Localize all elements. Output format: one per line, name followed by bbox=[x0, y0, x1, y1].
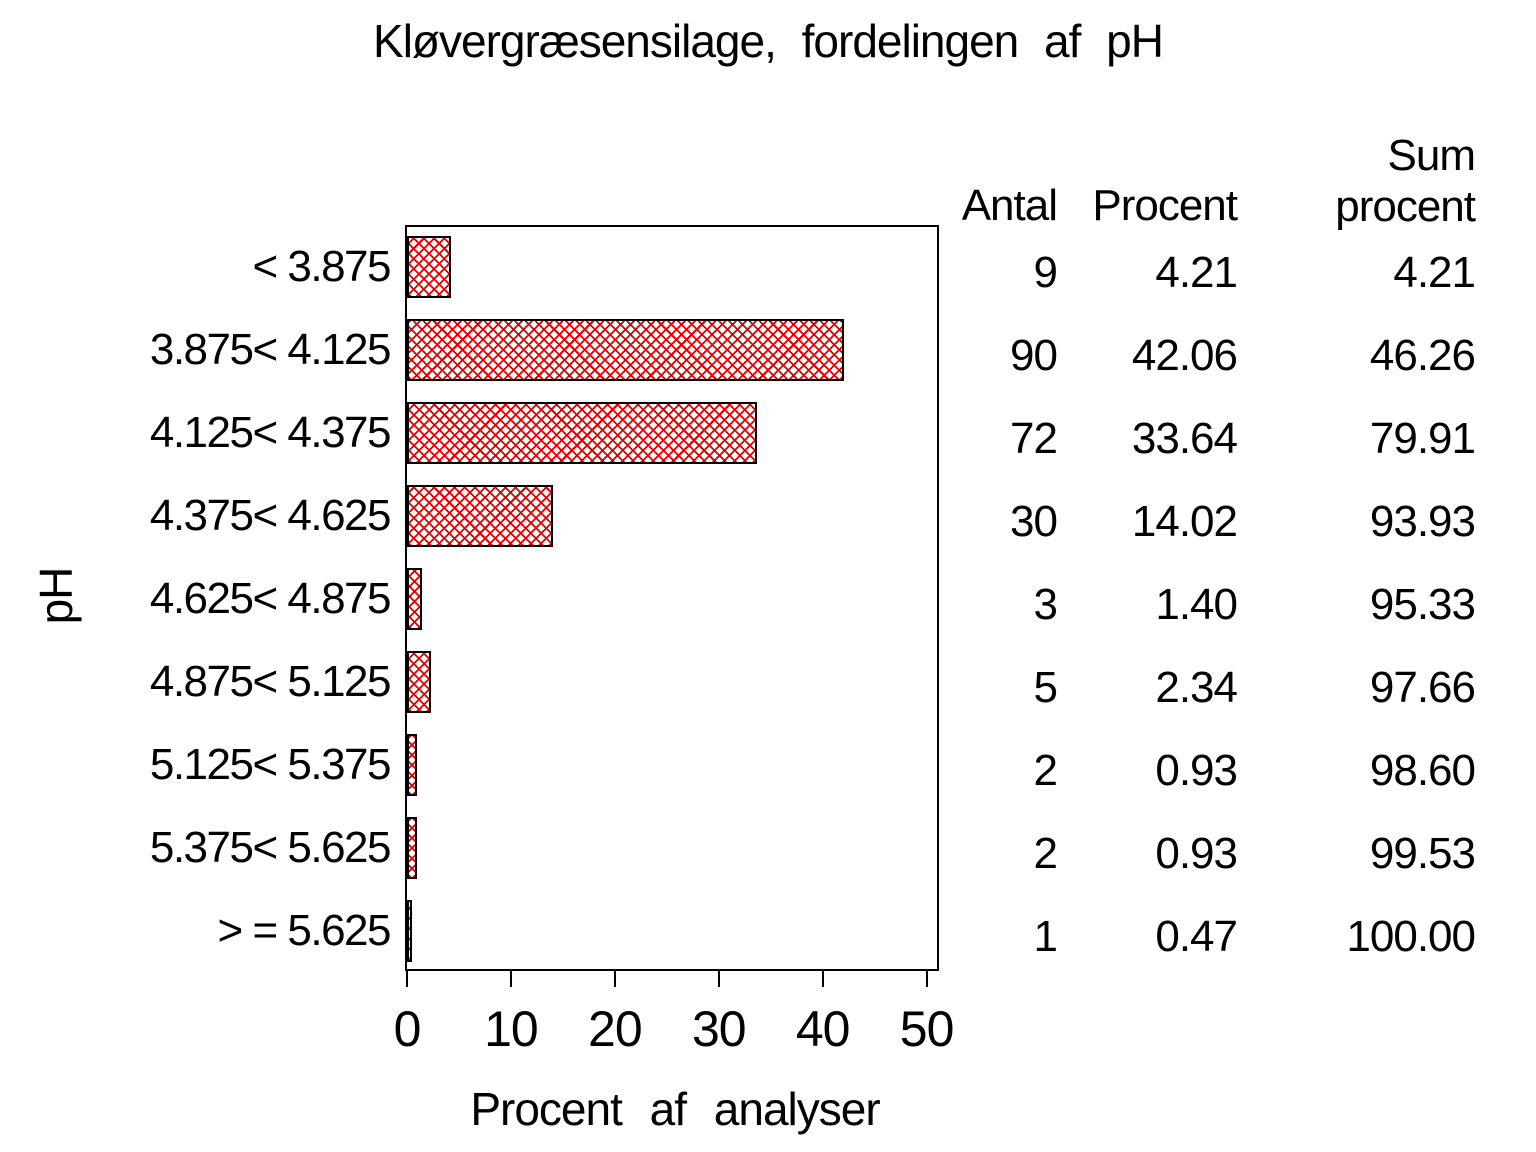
category-label: 5.125< 5.375 bbox=[149, 740, 392, 789]
x-tick-mark bbox=[406, 971, 408, 987]
category-label: 4.125< 4.375 bbox=[149, 408, 392, 457]
x-tick-label: 50 bbox=[899, 1001, 955, 1057]
bar bbox=[407, 900, 412, 962]
bar bbox=[407, 651, 431, 713]
table-header-sum-line2: procent bbox=[1335, 182, 1476, 231]
cell-antal-value: 90 bbox=[1010, 331, 1058, 380]
cell-antal-value: 5 bbox=[1033, 663, 1058, 712]
x-tick-mark bbox=[717, 971, 720, 987]
x-tick-label: 0 bbox=[393, 1001, 422, 1057]
x-tick-label: 40 bbox=[795, 1001, 851, 1057]
cell-procent-value: 33.64 bbox=[1131, 414, 1238, 463]
cell-procent-value: 0.47 bbox=[1155, 912, 1238, 961]
cell-antal-value: 30 bbox=[1010, 497, 1058, 546]
x-tick-mark bbox=[509, 971, 512, 987]
x-axis-label: Procent af analyser bbox=[470, 1083, 880, 1135]
cell-antal-value: 72 bbox=[1010, 414, 1058, 463]
cell-procent-value: 42.06 bbox=[1131, 331, 1238, 380]
cell-sum-procent-value: 46.26 bbox=[1369, 331, 1476, 380]
cell-sum-procent-value: 97.66 bbox=[1369, 663, 1476, 712]
cell-sum-procent-value: 95.33 bbox=[1369, 580, 1476, 629]
cell-sum-procent-value: 98.60 bbox=[1369, 746, 1476, 795]
cell-procent-value: 14.02 bbox=[1131, 497, 1238, 546]
cell-sum-procent-value: 93.93 bbox=[1369, 497, 1476, 546]
category-label: 4.375< 4.625 bbox=[149, 491, 392, 540]
page-title: Kløvergræsensilage, fordelingen af pH bbox=[373, 15, 1164, 67]
category-label: > = 5.625 bbox=[217, 906, 392, 955]
bar bbox=[407, 817, 417, 879]
cell-sum-procent-value: 100.00 bbox=[1346, 912, 1476, 961]
cell-antal-value: 9 bbox=[1033, 248, 1058, 297]
bar bbox=[407, 236, 451, 298]
table-header-sum-procent: Sum procent bbox=[1240, 130, 1476, 232]
cell-antal-value: 2 bbox=[1033, 746, 1058, 795]
x-tick-mark bbox=[613, 971, 616, 987]
table-header-antal: Antal bbox=[961, 181, 1058, 230]
bar bbox=[407, 402, 757, 464]
bar bbox=[407, 734, 417, 796]
cell-sum-procent-value: 4.21 bbox=[1393, 248, 1476, 297]
bar bbox=[407, 319, 844, 381]
x-tick-label: 30 bbox=[691, 1001, 747, 1057]
cell-procent-value: 0.93 bbox=[1155, 746, 1238, 795]
cell-procent-value: 1.40 bbox=[1155, 580, 1238, 629]
cell-antal-value: 1 bbox=[1033, 912, 1058, 961]
category-label: 4.625< 4.875 bbox=[149, 574, 392, 623]
cell-antal-value: 2 bbox=[1033, 829, 1058, 878]
cell-procent-value: 2.34 bbox=[1155, 663, 1238, 712]
category-label: 4.875< 5.125 bbox=[149, 657, 392, 706]
cell-procent-value: 4.21 bbox=[1155, 248, 1238, 297]
cell-sum-procent-value: 79.91 bbox=[1369, 414, 1476, 463]
table-header-procent: Procent bbox=[1092, 181, 1238, 230]
category-label: 5.375< 5.625 bbox=[149, 823, 392, 872]
table-header-sum-line1: Sum bbox=[1387, 131, 1476, 180]
cell-procent-value: 0.93 bbox=[1155, 829, 1238, 878]
bar bbox=[407, 485, 553, 547]
x-tick-mark bbox=[925, 971, 928, 987]
cell-sum-procent-value: 99.53 bbox=[1369, 829, 1476, 878]
category-label: 3.875< 4.125 bbox=[149, 325, 392, 374]
cell-antal-value: 3 bbox=[1033, 580, 1058, 629]
bars-container bbox=[407, 227, 937, 969]
x-tick-label: 20 bbox=[588, 1001, 643, 1057]
bar bbox=[407, 568, 422, 630]
plot-area bbox=[405, 225, 939, 971]
x-tick-label: 10 bbox=[484, 1001, 539, 1057]
category-label: < 3.875 bbox=[252, 242, 391, 291]
x-tick-mark bbox=[821, 971, 824, 987]
